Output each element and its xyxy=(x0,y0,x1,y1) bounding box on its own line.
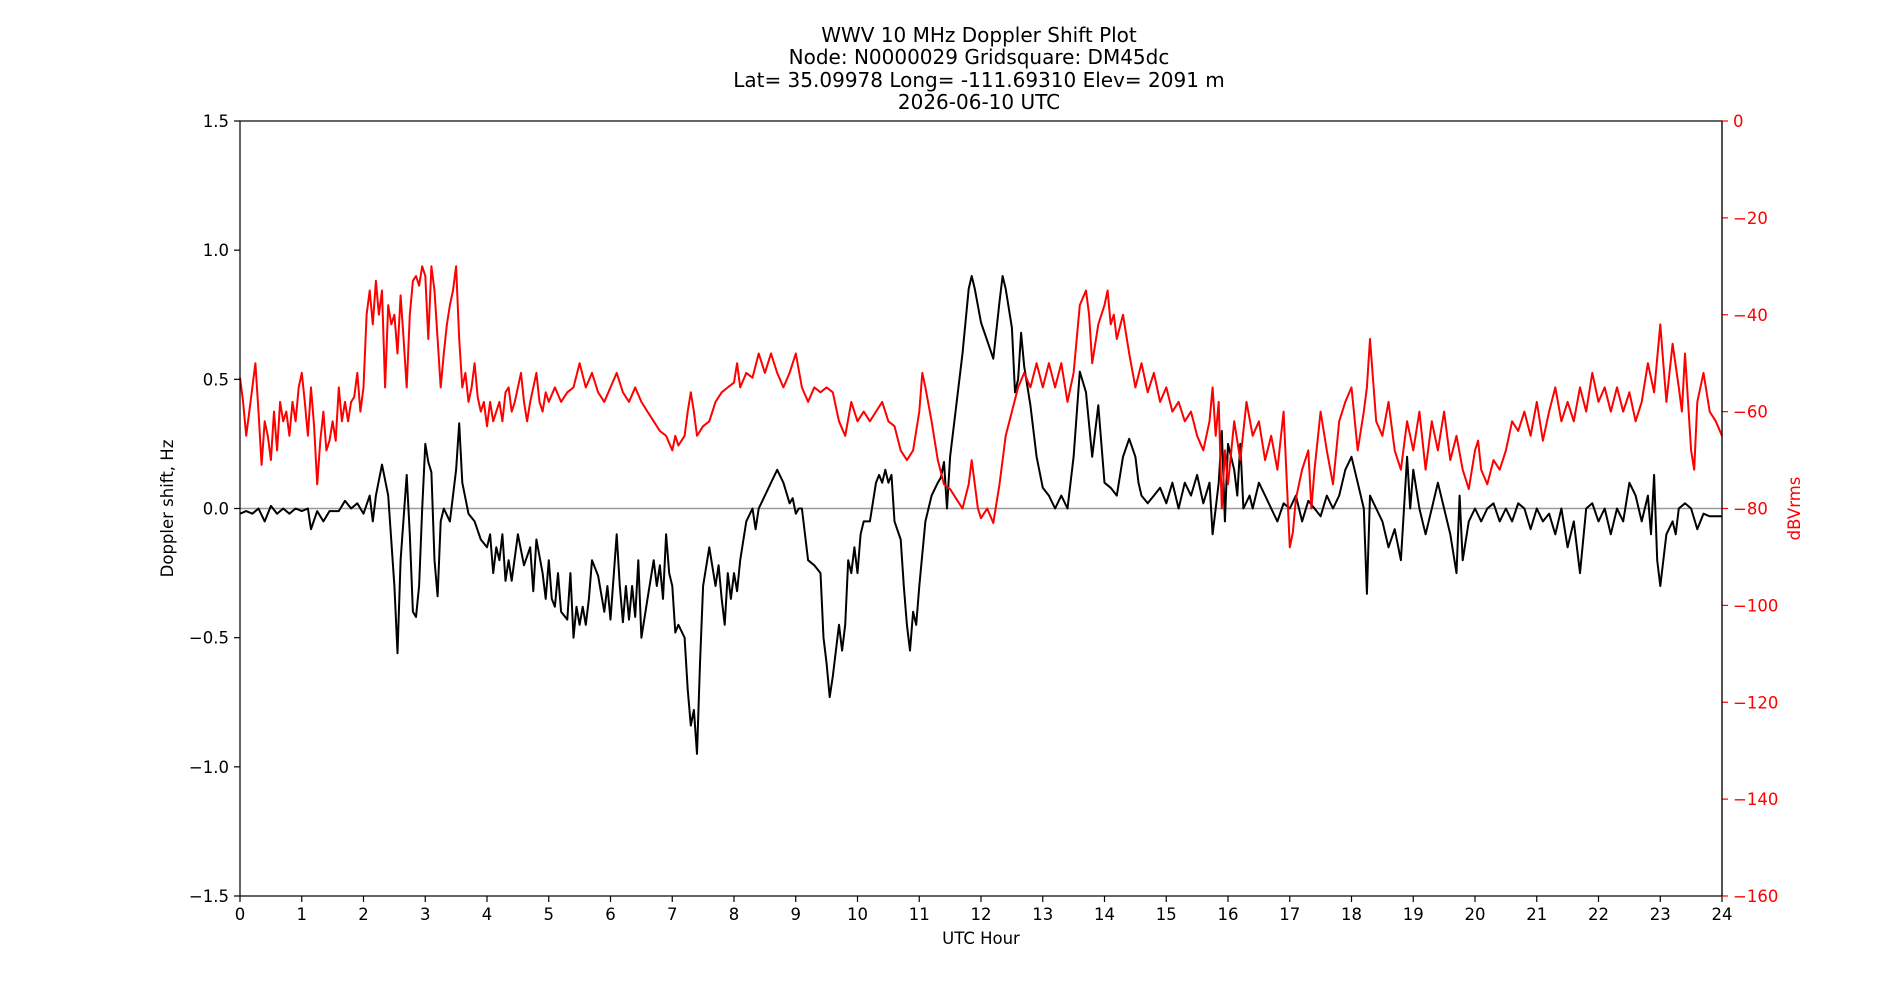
y-tick-label: 0.5 xyxy=(203,370,229,389)
x-tick-label: 12 xyxy=(971,905,992,924)
x-axis-label: UTC Hour xyxy=(942,929,1020,948)
y2-tick-label: −40 xyxy=(1733,306,1768,325)
doppler-series-line xyxy=(239,275,1722,755)
x-tick-label: 20 xyxy=(1465,905,1486,924)
x-tick-label: 16 xyxy=(1218,905,1239,924)
y2-tick-label: −20 xyxy=(1733,209,1768,228)
x-tick-label: 11 xyxy=(909,905,930,924)
y-axis-label: Doppler shift, Hz xyxy=(158,440,177,578)
y2-tick-label: 0 xyxy=(1733,112,1744,131)
x-tick-label: 2 xyxy=(358,905,369,924)
x-tick-label: 24 xyxy=(1712,905,1733,924)
x-tick-label: 8 xyxy=(729,905,740,924)
y2-tick-label: −80 xyxy=(1733,500,1768,519)
y2-axis-label: dBVrms xyxy=(1785,477,1804,541)
title-line-4: 2026-06-10 UTC xyxy=(898,90,1060,114)
power-series-line xyxy=(239,265,1723,549)
y-tick-label: −1.0 xyxy=(189,758,229,777)
x-tick-label: 4 xyxy=(482,905,493,924)
x-tick-label: 14 xyxy=(1094,905,1115,924)
x-tick-label: 13 xyxy=(1032,905,1053,924)
y-tick-label: 1.0 xyxy=(203,241,229,260)
x-tick-label: 23 xyxy=(1650,905,1671,924)
y2-tick-label: −140 xyxy=(1733,790,1778,809)
y2-axis-ticks: 0 −20 −40 −60 −80 −100 −120 −140 −160 xyxy=(1721,112,1778,906)
y-tick-label: 1.5 xyxy=(203,112,229,131)
x-tick-label: 18 xyxy=(1341,905,1362,924)
x-tick-label: 10 xyxy=(847,905,868,924)
series-layer xyxy=(239,265,1723,755)
x-tick-label: 5 xyxy=(544,905,555,924)
x-axis-ticks: 0 1 2 3 4 5 6 7 8 9 10 11 12 13 14 15 16 17 18 19 20 21 22 23 24 xyxy=(235,896,1733,924)
x-tick-label: 1 xyxy=(297,905,308,924)
y-tick-label: −1.5 xyxy=(189,887,229,906)
x-tick-label: 9 xyxy=(791,905,802,924)
x-tick-label: 21 xyxy=(1526,905,1547,924)
y2-tick-label: −60 xyxy=(1733,403,1768,422)
x-tick-label: 15 xyxy=(1156,905,1177,924)
title-line-1: WWV 10 MHz Doppler Shift Plot xyxy=(821,23,1137,47)
x-tick-label: 3 xyxy=(420,905,431,924)
x-tick-label: 0 xyxy=(235,905,246,924)
y-tick-label: −0.5 xyxy=(189,629,229,648)
x-tick-label: 19 xyxy=(1403,905,1424,924)
title-line-3: Lat= 35.09978 Long= -111.69310 Elev= 209… xyxy=(733,68,1225,92)
chart-title: WWV 10 MHz Doppler Shift Plot Node: N000… xyxy=(733,23,1225,114)
x-tick-label: 6 xyxy=(605,905,616,924)
y-axis-ticks: −1.5 −1.0 −0.5 0.0 0.5 1.0 1.5 xyxy=(189,112,240,906)
title-line-2: Node: N0000029 Gridsquare: DM45dc xyxy=(789,45,1170,69)
x-tick-label: 17 xyxy=(1279,905,1300,924)
y-tick-label: 0.0 xyxy=(203,500,229,519)
x-tick-label: 7 xyxy=(667,905,678,924)
x-tick-label: 22 xyxy=(1588,905,1609,924)
y2-tick-label: −120 xyxy=(1733,693,1778,712)
y2-tick-label: −160 xyxy=(1733,887,1778,906)
y2-tick-label: −100 xyxy=(1733,596,1778,615)
